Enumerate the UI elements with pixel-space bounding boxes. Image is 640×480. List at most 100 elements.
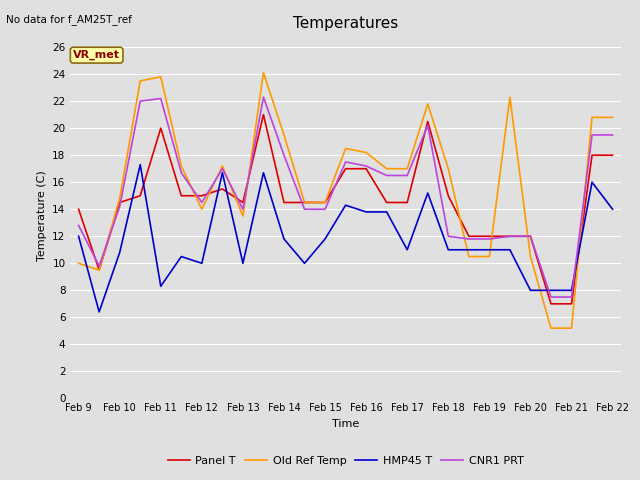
Old Ref Temp bbox=[95, 267, 103, 273]
CNR1 PRT bbox=[198, 200, 205, 205]
Old Ref Temp bbox=[444, 166, 452, 171]
HMP45 T bbox=[239, 261, 247, 266]
Panel T bbox=[260, 112, 268, 118]
HMP45 T bbox=[465, 247, 473, 252]
Panel T bbox=[506, 233, 514, 239]
CNR1 PRT bbox=[260, 94, 268, 100]
Old Ref Temp bbox=[218, 163, 226, 169]
HMP45 T bbox=[116, 250, 124, 255]
Old Ref Temp bbox=[75, 261, 83, 266]
HMP45 T bbox=[75, 233, 83, 239]
Line: Old Ref Temp: Old Ref Temp bbox=[79, 73, 612, 328]
CNR1 PRT bbox=[403, 173, 411, 179]
HMP45 T bbox=[362, 209, 370, 215]
Old Ref Temp bbox=[362, 150, 370, 156]
Old Ref Temp bbox=[424, 101, 431, 107]
CNR1 PRT bbox=[527, 233, 534, 239]
HMP45 T bbox=[383, 209, 390, 215]
Panel T bbox=[362, 166, 370, 171]
Panel T bbox=[116, 200, 124, 205]
Panel T bbox=[465, 233, 473, 239]
Line: CNR1 PRT: CNR1 PRT bbox=[79, 97, 612, 297]
CNR1 PRT bbox=[280, 152, 288, 158]
HMP45 T bbox=[198, 261, 205, 266]
Panel T bbox=[198, 193, 205, 199]
CNR1 PRT bbox=[301, 206, 308, 212]
Old Ref Temp bbox=[568, 325, 575, 331]
Panel T bbox=[609, 152, 616, 158]
Old Ref Temp bbox=[465, 253, 473, 259]
Legend: Panel T, Old Ref Temp, HMP45 T, CNR1 PRT: Panel T, Old Ref Temp, HMP45 T, CNR1 PRT bbox=[163, 451, 528, 470]
HMP45 T bbox=[136, 162, 144, 168]
Panel T bbox=[239, 200, 247, 205]
CNR1 PRT bbox=[588, 132, 596, 138]
X-axis label: Time: Time bbox=[332, 419, 359, 429]
Panel T bbox=[321, 200, 329, 205]
HMP45 T bbox=[609, 206, 616, 212]
CNR1 PRT bbox=[116, 204, 124, 209]
CNR1 PRT bbox=[177, 170, 185, 176]
Old Ref Temp bbox=[342, 145, 349, 151]
CNR1 PRT bbox=[424, 122, 431, 128]
CNR1 PRT bbox=[239, 206, 247, 212]
CNR1 PRT bbox=[321, 206, 329, 212]
CNR1 PRT bbox=[136, 98, 144, 104]
Line: Panel T: Panel T bbox=[79, 115, 612, 304]
Panel T bbox=[280, 200, 288, 205]
Old Ref Temp bbox=[280, 132, 288, 138]
CNR1 PRT bbox=[75, 223, 83, 228]
HMP45 T bbox=[260, 170, 268, 176]
CNR1 PRT bbox=[486, 236, 493, 242]
HMP45 T bbox=[424, 190, 431, 196]
Old Ref Temp bbox=[301, 200, 308, 205]
Old Ref Temp bbox=[177, 163, 185, 169]
Old Ref Temp bbox=[198, 206, 205, 212]
Panel T bbox=[95, 267, 103, 273]
Old Ref Temp bbox=[547, 325, 555, 331]
Panel T bbox=[588, 152, 596, 158]
Old Ref Temp bbox=[157, 74, 164, 80]
HMP45 T bbox=[157, 283, 164, 289]
CNR1 PRT bbox=[383, 173, 390, 179]
Old Ref Temp bbox=[239, 213, 247, 219]
Old Ref Temp bbox=[486, 253, 493, 259]
Panel T bbox=[486, 233, 493, 239]
Panel T bbox=[157, 125, 164, 131]
Old Ref Temp bbox=[506, 94, 514, 100]
Text: VR_met: VR_met bbox=[73, 50, 120, 60]
HMP45 T bbox=[506, 247, 514, 252]
HMP45 T bbox=[95, 309, 103, 315]
HMP45 T bbox=[588, 180, 596, 185]
CNR1 PRT bbox=[609, 132, 616, 138]
HMP45 T bbox=[177, 253, 185, 259]
Title: Temperatures: Temperatures bbox=[293, 16, 398, 31]
CNR1 PRT bbox=[157, 96, 164, 101]
Old Ref Temp bbox=[136, 78, 144, 84]
Panel T bbox=[136, 193, 144, 199]
Panel T bbox=[342, 166, 349, 171]
CNR1 PRT bbox=[95, 263, 103, 269]
Panel T bbox=[568, 301, 575, 307]
HMP45 T bbox=[218, 170, 226, 176]
CNR1 PRT bbox=[547, 294, 555, 300]
CNR1 PRT bbox=[362, 163, 370, 169]
Y-axis label: Temperature (C): Temperature (C) bbox=[36, 170, 47, 262]
Old Ref Temp bbox=[527, 253, 534, 259]
Panel T bbox=[424, 119, 431, 124]
Old Ref Temp bbox=[321, 200, 329, 205]
Old Ref Temp bbox=[403, 166, 411, 171]
Panel T bbox=[547, 301, 555, 307]
HMP45 T bbox=[568, 288, 575, 293]
Panel T bbox=[218, 186, 226, 192]
HMP45 T bbox=[342, 202, 349, 208]
Panel T bbox=[75, 206, 83, 212]
HMP45 T bbox=[444, 247, 452, 252]
CNR1 PRT bbox=[444, 233, 452, 239]
HMP45 T bbox=[486, 247, 493, 252]
Old Ref Temp bbox=[383, 166, 390, 171]
CNR1 PRT bbox=[506, 233, 514, 239]
Old Ref Temp bbox=[260, 70, 268, 76]
CNR1 PRT bbox=[342, 159, 349, 165]
HMP45 T bbox=[280, 236, 288, 242]
Panel T bbox=[301, 200, 308, 205]
